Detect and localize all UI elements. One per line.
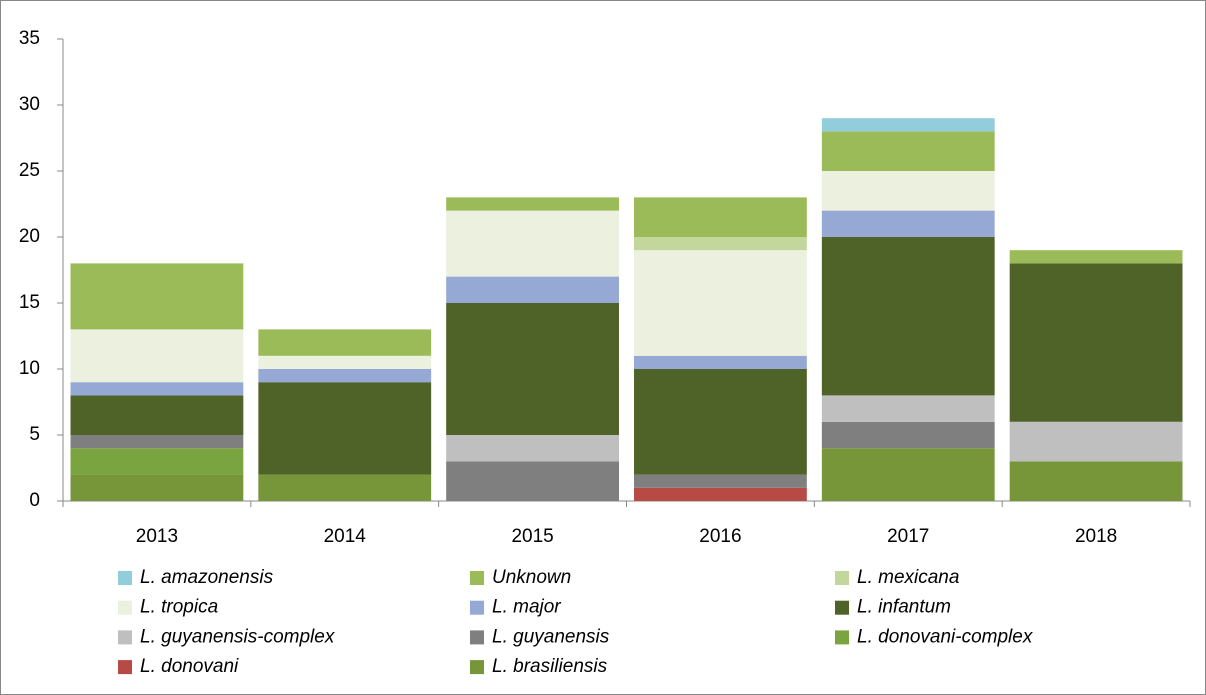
bar-segment [70,435,244,449]
bar-segment [446,435,619,462]
bar-segment [446,197,619,211]
bar-segment [821,395,995,422]
legend-swatch [118,571,132,585]
legend-swatch [470,571,484,585]
legend-label: L. donovani-complex [857,626,1034,647]
bar-segment [821,448,995,501]
y-tick-label: 35 [19,28,40,49]
y-tick-label: 0 [29,490,40,511]
bar-segment [634,197,807,237]
legend-swatch [835,600,849,615]
bar-segment [821,421,995,449]
legend-swatch [835,571,849,585]
x-tick-label: 2015 [511,526,553,547]
y-tick-label: 30 [19,94,40,115]
y-tick-label: 5 [29,424,40,445]
legend-label: L. amazonensis [140,567,274,588]
y-tick-label: 15 [19,292,40,313]
bar-segment [821,210,995,237]
legend-swatch [470,660,484,675]
bar-segment [634,355,807,369]
y-tick-label: 20 [19,226,40,247]
bar-segment [634,474,807,488]
x-tick-label: 2018 [1075,526,1117,547]
legend-swatch [118,630,132,645]
legend-label: L. mexicana [857,567,959,588]
bar-segment [446,210,619,277]
bar-segment [634,487,807,501]
bar-segment [70,263,244,330]
bar-segment [70,395,244,435]
x-tick-label: 2016 [699,526,741,547]
legend-label: L. guyanensis-complex [140,626,336,647]
legend-swatch [118,600,132,615]
legend-swatch [470,630,484,645]
x-tick-label: 2017 [887,526,929,547]
bar-segment [1009,421,1183,462]
bar-segment [258,474,432,501]
bar-segment [821,237,995,396]
legend-label: L. major [492,597,561,618]
legend-swatch [470,600,484,615]
bar-segment [634,369,807,475]
legend-label: L. brasiliensis [492,656,608,677]
x-tick-label: 2013 [136,526,178,547]
bar-segment [1009,250,1183,264]
bar-segment [70,474,244,501]
legend-swatch [118,660,132,675]
bar-segment [70,382,244,396]
legend-label: Unknown [492,567,571,588]
bar-segment [70,329,244,383]
legend-label: L. donovani [140,656,239,677]
bar-segment [821,131,995,171]
bar-segment [258,355,432,369]
bar-segment [258,369,432,383]
legend-label: L. tropica [140,597,218,618]
bar-segment [634,250,807,356]
bar-segment [1009,263,1183,422]
y-tick-label: 25 [19,160,40,181]
y-tick-label: 10 [19,358,40,379]
legend-label: L. guyanensis [492,626,610,647]
bar-segment [821,118,995,132]
bar-segment [821,171,995,211]
bar-segment [446,461,619,501]
legend-swatch [835,630,849,645]
bar-segment [446,276,619,303]
bar-segment [70,448,244,475]
legend-label: L. infantum [857,597,951,618]
x-tick-label: 2014 [324,526,367,547]
bar-segment [634,237,807,251]
bar-segment [258,329,432,356]
bar-segment [1009,461,1183,501]
bar-segment [446,303,619,435]
bar-segment [258,382,432,475]
